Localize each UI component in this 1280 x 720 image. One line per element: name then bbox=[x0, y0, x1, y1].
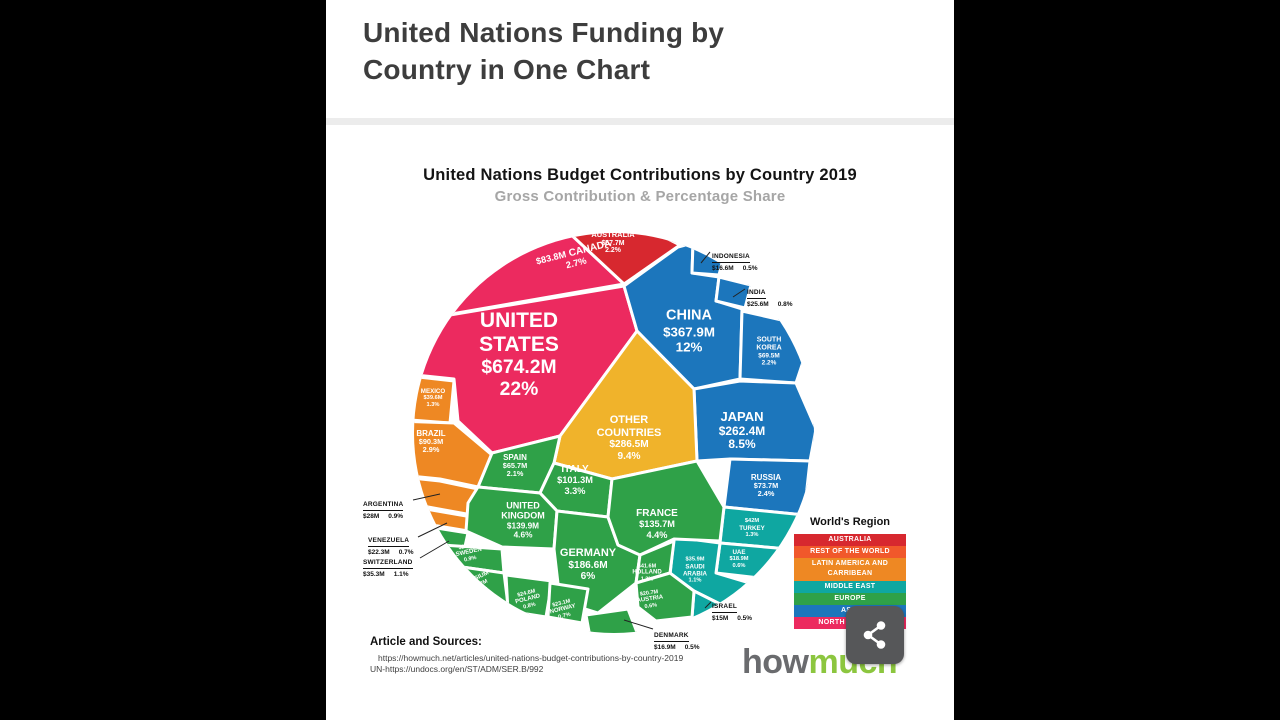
legend-item-rest-of-the-world: REST OF THE WORLD bbox=[794, 546, 906, 559]
share-button[interactable] bbox=[846, 606, 904, 664]
logo-how: how bbox=[742, 643, 809, 681]
chart-title: United Nations Budget Contributions by C… bbox=[423, 166, 857, 184]
cell-uae bbox=[714, 541, 790, 581]
cell-india bbox=[714, 275, 753, 310]
outside-label-switzerland: SWITZERLAND $35.3M 1.1% bbox=[363, 559, 413, 578]
outside-label-israel: ISRAEL $15M 0.5% bbox=[712, 603, 753, 622]
cell-united-kingdom bbox=[464, 485, 559, 551]
page-title-line2: Country in One Chart bbox=[363, 54, 651, 85]
infographic-sheet: United Nations Funding by Country in One… bbox=[326, 0, 954, 720]
cell-poland bbox=[504, 573, 554, 619]
legend-item-australia: AUSTRALIA bbox=[794, 534, 906, 547]
chart-subtitle: Gross Contribution & Percentage Share bbox=[494, 188, 786, 205]
legend-item-europe: EUROPE bbox=[794, 592, 906, 605]
cell-russia bbox=[722, 457, 812, 517]
cell-japan bbox=[692, 379, 814, 463]
cell-south-korea bbox=[738, 309, 806, 385]
page-title-line1: United Nations Funding by bbox=[363, 17, 725, 48]
source-url-2: UN-https://undocs.org/en/ST/ADM/SER.B/99… bbox=[370, 664, 544, 674]
voronoi-treemap bbox=[414, 233, 814, 633]
page-title: United Nations Funding by Country in One… bbox=[363, 14, 923, 88]
cell-mexico bbox=[414, 373, 456, 425]
cell-norway bbox=[546, 581, 590, 625]
sources-heading: Article and Sources: bbox=[370, 636, 482, 648]
legend-item-middle-east: MIDDLE EAST bbox=[794, 580, 906, 593]
source-url-1: https://howmuch.net/articles/united-nati… bbox=[378, 653, 684, 663]
legend-title: World's Region bbox=[809, 516, 891, 528]
outside-label-denmark: DENMARK $16.9M 0.5% bbox=[654, 632, 700, 651]
outside-label-argentina: ARGENTINA $28M 0.9% bbox=[363, 501, 404, 520]
legend-item-latin-america: LATIN AMERICA AND CARRIBEAN bbox=[794, 558, 906, 581]
share-icon bbox=[863, 621, 886, 649]
cell-denmark bbox=[584, 607, 640, 633]
header-divider bbox=[326, 118, 954, 125]
outside-label-indonesia: INDONESIA $16.6M 0.5% bbox=[712, 253, 758, 272]
outside-label-venezuela: VENEZUELA $22.3M 0.7% bbox=[368, 537, 414, 556]
cell-belgium bbox=[446, 565, 510, 607]
cell-austria bbox=[634, 571, 696, 623]
cell-france bbox=[606, 459, 726, 557]
outside-label-india: INDIA $25.6M 0.8% bbox=[747, 289, 793, 308]
